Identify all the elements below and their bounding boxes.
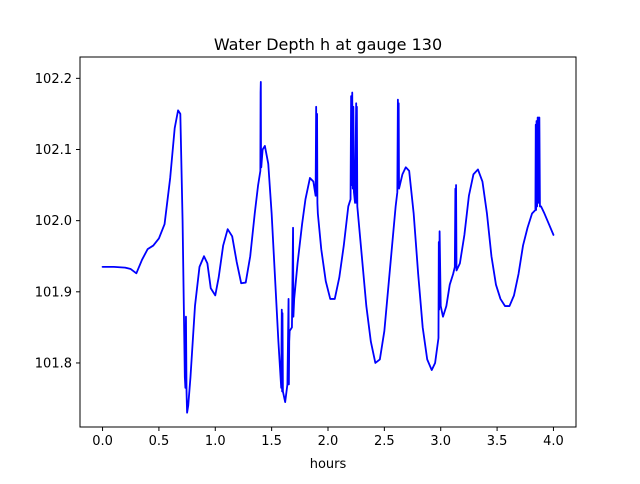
- y-tick-label: 102.2: [35, 72, 72, 87]
- y-tick-label: 101.9: [35, 285, 72, 300]
- x-tick-label: 4.0: [543, 434, 564, 449]
- x-tick-label: 0.5: [149, 434, 170, 449]
- y-tick-label: 102.0: [35, 214, 72, 229]
- x-tick-label: 2.0: [318, 434, 339, 449]
- y-tick-label: 102.1: [35, 143, 72, 158]
- x-tick-label: 3.5: [487, 434, 508, 449]
- x-tick-label: 1.5: [261, 434, 282, 449]
- y-tick-label: 101.8: [35, 356, 72, 371]
- chart-title: Water Depth h at gauge 130: [214, 35, 442, 54]
- x-tick-label: 0.0: [92, 434, 113, 449]
- x-axis-title: hours: [310, 457, 347, 472]
- x-tick-label: 2.5: [374, 434, 395, 449]
- series-line-0: [101, 81, 555, 414]
- x-tick-label: 3.0: [430, 434, 451, 449]
- x-tick-label: 1.0: [205, 434, 226, 449]
